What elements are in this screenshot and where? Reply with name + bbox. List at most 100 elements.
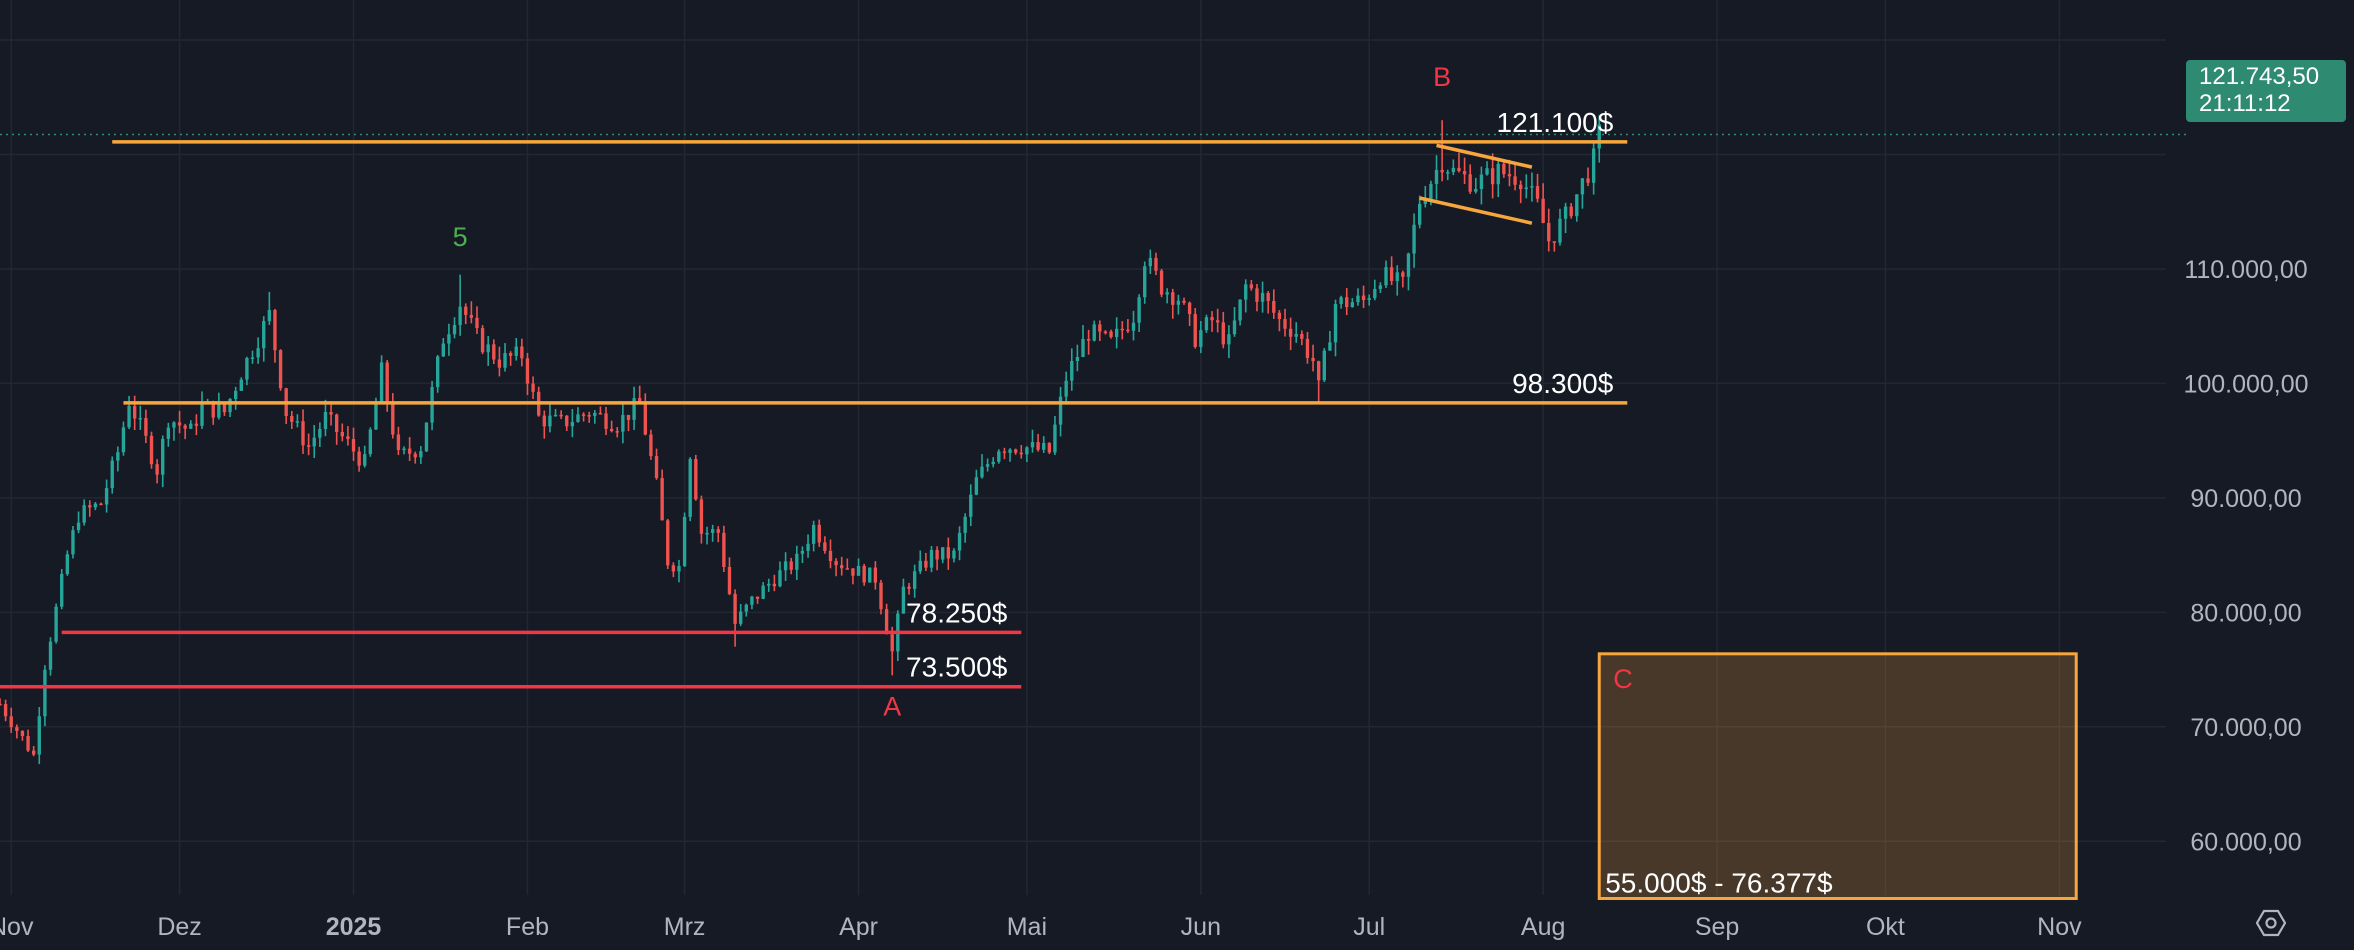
wave-label: B: [1433, 62, 1451, 92]
candle-body: [1591, 148, 1596, 183]
candle-body: [1328, 342, 1332, 351]
candle-body: [682, 516, 687, 567]
candle-body: [239, 379, 243, 391]
candle-body: [671, 565, 676, 572]
candle-body: [1563, 206, 1568, 219]
candle-body: [593, 412, 597, 416]
candle-body: [1030, 442, 1035, 448]
candle-body: [1446, 172, 1450, 174]
flag-line: [1436, 143, 1533, 169]
candle-body: [1496, 163, 1500, 185]
candle-body: [744, 604, 748, 612]
candle-body: [772, 583, 777, 587]
candle-body: [609, 428, 614, 432]
candle-body: [1266, 292, 1270, 302]
candle-body: [1013, 449, 1018, 453]
candle-body: [1305, 338, 1310, 358]
candle-body: [1182, 300, 1186, 303]
candle-body: [1210, 317, 1214, 321]
candle-body: [722, 532, 726, 567]
level-label: 98.300$: [1512, 368, 1614, 399]
candle-body: [1395, 272, 1399, 281]
chart-settings-icon[interactable]: [2256, 908, 2286, 938]
candle-body: [1423, 199, 1427, 204]
candle-body: [856, 565, 861, 576]
candle-body: [267, 310, 272, 322]
flag-line: [1419, 196, 1533, 225]
candle-body: [351, 439, 356, 452]
candle-body: [1120, 328, 1124, 331]
x-tick-label: Sep: [1695, 913, 1739, 941]
candle-body: [497, 359, 502, 368]
candle-body: [104, 488, 109, 505]
candle-body: [346, 436, 350, 440]
candle-body: [576, 414, 580, 422]
candle-body: [1227, 334, 1231, 345]
x-axis: Nov Dez 2025 Feb Mrz Apr Mai Jun Jul Aug Sep Okt Nov: [0, 913, 2082, 941]
x-tick-label: Aug: [1521, 913, 1565, 941]
candle-body: [811, 524, 816, 544]
candle-body: [413, 453, 417, 458]
candle-body: [1294, 334, 1298, 337]
candle-body: [795, 553, 799, 570]
candle-body: [492, 344, 496, 360]
candle-body: [1070, 360, 1074, 381]
candle-body: [761, 585, 765, 599]
candle-body: [520, 346, 524, 359]
candle-body: [626, 414, 631, 420]
candle-body: [1244, 284, 1248, 300]
candle-body: [430, 387, 434, 423]
candle-body: [1389, 267, 1394, 281]
candle-body: [806, 543, 810, 551]
candle-body: [1569, 206, 1573, 217]
x-tick-label: Feb: [506, 913, 549, 941]
candle-body: [1058, 396, 1063, 425]
candle-body: [82, 505, 86, 523]
candle-body: [963, 516, 967, 533]
candle-body: [144, 418, 148, 436]
candle-body: [565, 415, 569, 427]
candle-body: [1103, 331, 1108, 334]
y-tick-label: 70.000,00: [2190, 714, 2301, 742]
candle-body: [654, 456, 659, 479]
candle-body: [1440, 169, 1444, 173]
candle-body: [1064, 380, 1068, 397]
candle-body: [1361, 295, 1366, 301]
candle-body: [553, 414, 558, 417]
candle-body: [828, 550, 833, 561]
candle-body: [149, 435, 154, 465]
candle-body: [262, 321, 266, 349]
candle-body: [716, 529, 720, 533]
candle-body: [1513, 176, 1517, 185]
candle-body: [1260, 292, 1265, 302]
candle-body: [1434, 169, 1439, 184]
candle-body: [436, 356, 440, 388]
candle-body: [245, 357, 249, 380]
level-label: 121.100$: [1497, 107, 1614, 138]
candle-body: [1148, 257, 1153, 267]
candle-body: [991, 461, 995, 465]
candle-body: [166, 427, 171, 439]
candle-body: [116, 452, 120, 461]
candle-body: [1221, 322, 1225, 345]
candle-body: [340, 432, 344, 437]
candle-body: [851, 568, 855, 576]
current-price-label: 121.743,50: [2199, 63, 2320, 90]
candle-body: [1232, 320, 1237, 335]
candle-body: [974, 477, 979, 495]
target-zone-range-label: 55.000$ - 76.377$: [1605, 867, 1833, 898]
wave-label-c: C: [1613, 664, 1633, 694]
candle-body: [374, 401, 378, 430]
candle-body: [1288, 328, 1293, 337]
candle-body: [778, 570, 782, 587]
candle-body: [211, 401, 215, 418]
candle-body: [666, 520, 670, 566]
candle-body: [632, 398, 636, 420]
candle-body: [1406, 253, 1411, 277]
candle-body: [1193, 314, 1197, 347]
candle-body: [323, 412, 328, 429]
candle-body: [194, 423, 199, 426]
candle-body: [581, 414, 586, 416]
